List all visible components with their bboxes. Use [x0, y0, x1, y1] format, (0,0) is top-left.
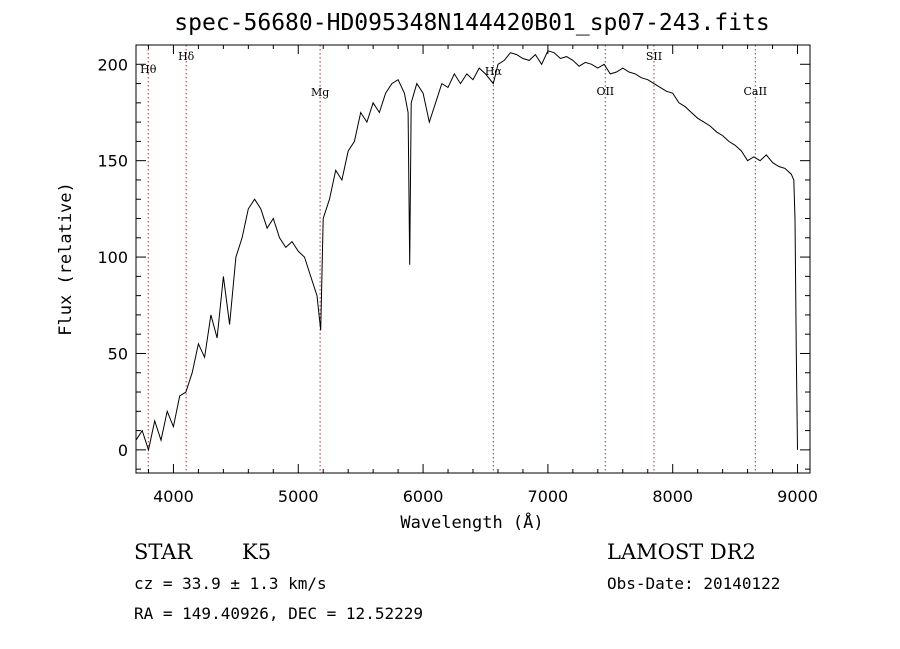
line-marker-label: Mg	[311, 86, 329, 99]
y-tick-label: 50	[108, 344, 128, 363]
x-axis-label: Wavelength (Å)	[400, 511, 543, 533]
y-axis-ticks: 0 50 100 150 200	[97, 44, 810, 470]
x-tick-label: 6000	[403, 487, 444, 506]
survey-name: LAMOST DR2	[607, 540, 756, 564]
object-type: STAR	[134, 540, 193, 564]
line-markers: Hθ Hδ Mg Hα OII SII CaII	[140, 45, 767, 473]
line-marker-label: Hδ	[178, 50, 195, 63]
y-tick-label: 200	[97, 55, 128, 74]
x-tick-label: 8000	[652, 487, 693, 506]
x-axis-ticks: 4000 5000 6000 7000 8000 9000	[147, 45, 818, 506]
spectrum-series	[135, 50, 798, 452]
y-tick-label: 100	[97, 248, 128, 267]
y-tick-label: 0	[118, 441, 128, 460]
obs-date: Obs-Date: 20140122	[607, 574, 780, 593]
y-axis-label: Flux (relative)	[56, 182, 76, 336]
radec-info: RA = 149.40926, DEC = 12.52229	[134, 604, 423, 623]
x-tick-label: 4000	[153, 487, 194, 506]
x-tick-label: 9000	[777, 487, 818, 506]
plot-frame	[135, 44, 811, 474]
line-marker-label: Hα	[485, 65, 503, 78]
line-marker-label: OII	[596, 85, 614, 98]
x-tick-label: 7000	[528, 487, 569, 506]
line-marker-label: Hθ	[140, 63, 157, 76]
chart-title: spec-56680-HD095348N144420B01_sp07-243.f…	[174, 10, 769, 36]
y-tick-label: 150	[97, 152, 128, 171]
spectrum-line	[135, 50, 798, 452]
x-tick-label: 5000	[278, 487, 319, 506]
line-marker-label: CaII	[743, 85, 767, 98]
line-marker-label: SII	[646, 50, 662, 63]
object-subclass: K5	[242, 540, 271, 564]
redshift-info: cz = 33.9 ± 1.3 km/s	[134, 574, 327, 593]
